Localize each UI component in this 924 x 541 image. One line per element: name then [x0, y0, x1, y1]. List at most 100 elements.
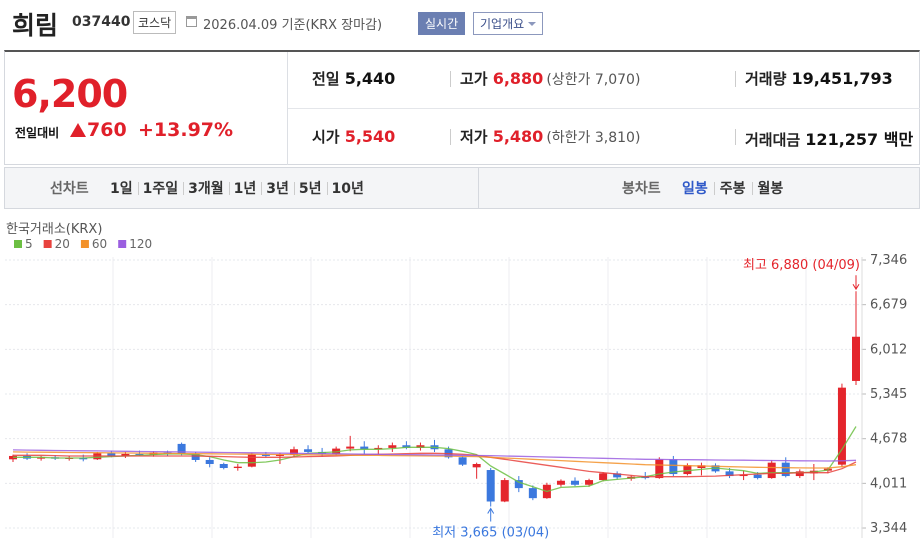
legend-label: 120 — [129, 237, 152, 251]
quote-label: 거래량 — [745, 70, 787, 88]
period-tab[interactable]: 1주일 — [142, 181, 179, 197]
period-tabs — [4, 167, 920, 209]
candle-body — [641, 476, 650, 479]
stock-code: 037440 — [72, 14, 131, 30]
quote-note: (상한가 7,070) — [546, 72, 641, 88]
tab-separator — [326, 182, 328, 195]
quote-label: 거래대금 — [745, 131, 801, 149]
candle-body — [725, 471, 734, 477]
candle-body — [613, 473, 622, 478]
candle-body — [556, 480, 565, 485]
candle-body — [837, 387, 846, 465]
period-tab[interactable]: 10년 — [331, 181, 364, 197]
candle-body — [697, 465, 706, 469]
candle-body — [290, 449, 298, 455]
quote-label: 시가 — [312, 128, 340, 146]
y-tick-label: 4,678 — [870, 432, 907, 447]
chart-source: 한국거래소(KRX) — [6, 222, 102, 237]
candle-body — [739, 474, 748, 477]
current-price: 6,200 — [12, 72, 128, 116]
candle-body — [472, 463, 481, 468]
candle-body — [107, 453, 116, 456]
overview-dropdown[interactable]: 기업개요 — [473, 12, 544, 35]
candle-tab[interactable]: 주봉 — [719, 181, 746, 197]
quote-cell: 고가 6,880 (상한가 7,070) — [460, 68, 640, 89]
change-rate: +13.97% — [138, 119, 234, 141]
candle-body — [599, 473, 608, 481]
market-badge: 코스닥 — [133, 11, 177, 34]
candle-body — [753, 474, 762, 479]
y-tick-label: 5,345 — [870, 387, 907, 402]
period-tab[interactable]: 1년 — [233, 181, 257, 197]
candle-body — [795, 471, 804, 477]
candle-body — [852, 336, 860, 381]
y-tick-label: 6,012 — [870, 342, 907, 357]
separator — [450, 71, 451, 87]
moving-average-line — [12, 451, 857, 469]
quote-cell: 거래대금 121,257 백만 — [745, 126, 913, 150]
candle-body — [683, 465, 692, 475]
tab-separator — [293, 182, 295, 195]
candle-body — [275, 454, 284, 456]
tab-separator — [713, 182, 715, 195]
divider — [287, 52, 288, 165]
candle-body — [121, 453, 130, 456]
separator — [735, 71, 736, 87]
period-tab[interactable]: 3년 — [266, 181, 289, 197]
tab-separator — [751, 182, 753, 195]
candle-body — [261, 454, 270, 456]
quote-cell: 저가 5,480 (하한가 3,810) — [460, 126, 640, 147]
tab-separator — [137, 182, 139, 195]
legend-label: 20 — [55, 237, 70, 251]
base-date: 2026.04.09 기준(KRX 장마감) — [203, 18, 383, 33]
candle-body — [191, 453, 200, 460]
low-annotation: 최저 3,665 (03/04) — [432, 526, 549, 541]
candle-body — [767, 462, 776, 479]
candle-tab[interactable]: 월봉 — [757, 181, 784, 197]
candle-body — [458, 457, 467, 465]
period-tab[interactable]: 3개월 — [188, 181, 224, 197]
quote-cell: 전일 5,440 — [312, 68, 395, 89]
candle-body — [500, 480, 509, 502]
candle-body — [528, 488, 537, 499]
quote-cell: 시가 5,540 — [312, 126, 395, 147]
candle-body — [514, 480, 523, 489]
divider — [288, 108, 920, 109]
candle-body — [360, 446, 369, 450]
candle-body — [655, 459, 664, 479]
candle-body — [233, 466, 242, 469]
quote-box — [4, 50, 920, 165]
tab-separator — [183, 182, 185, 195]
realtime-button[interactable]: 실시간 — [418, 12, 466, 35]
candle-body — [177, 443, 186, 454]
candle-tab[interactable]: 일봉 — [682, 181, 708, 197]
period-tab[interactable]: 1일 — [110, 181, 133, 197]
y-tick-label: 4,011 — [870, 476, 907, 491]
chart: 한국거래소(KRX) 5 20 60 120 3,344 4,011 4,678 5,345 6… — [5, 222, 907, 541]
quote-value: 5,480 — [492, 127, 544, 146]
legend-swatch — [80, 240, 89, 248]
tab-group-label: 봉차트 — [622, 181, 661, 197]
candle-body — [374, 447, 383, 450]
candle-body — [219, 463, 228, 469]
candle-body — [304, 449, 313, 452]
moving-average-line — [13, 452, 857, 478]
candle-body — [486, 470, 495, 502]
candle-body — [37, 457, 46, 459]
candle-body — [247, 454, 256, 467]
candle-body — [346, 446, 355, 449]
candle-body — [205, 459, 214, 464]
separator — [735, 129, 736, 145]
y-tick-label: 6,679 — [870, 298, 907, 313]
legend-swatch — [118, 240, 127, 248]
period-tab[interactable]: 5년 — [298, 181, 322, 197]
tab-separator — [261, 182, 263, 195]
annotation-arrowhead — [487, 507, 495, 514]
quote-value: 121,257 백만 — [805, 130, 914, 149]
tab-separator — [228, 182, 230, 195]
annotation-arrowhead — [852, 283, 860, 291]
up-arrow-icon — [70, 123, 86, 137]
quote-value: 5,440 — [344, 69, 396, 88]
legend-swatch — [43, 240, 52, 248]
